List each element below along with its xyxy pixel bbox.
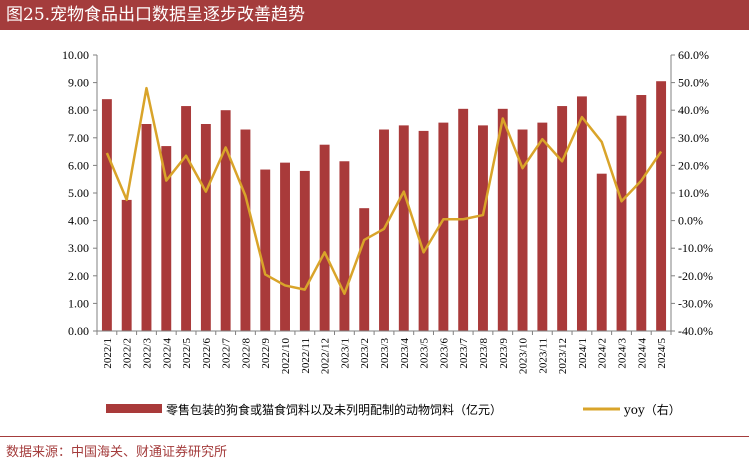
bar-2023/11 — [537, 122, 548, 332]
source-note: 数据来源：中国海关、财通证券研究所 — [6, 445, 228, 460]
x-tick-label: 2022/10 — [280, 338, 292, 375]
bar-2022/6 — [200, 124, 211, 331]
bar-2023/5 — [418, 130, 429, 331]
left-tick-label: 7.00 — [68, 131, 89, 145]
x-tick-label: 2022/12 — [320, 338, 332, 374]
x-tick-label: 2022/1 — [102, 338, 114, 369]
x-tick-label: 2024/2 — [597, 338, 609, 369]
x-tick-label: 2023/11 — [537, 338, 549, 374]
left-tick-label: 2.00 — [68, 269, 89, 283]
right-tick-label: 60.0% — [678, 48, 709, 62]
bar-2022/10 — [280, 162, 290, 331]
x-tick-label: 2023/1 — [339, 338, 351, 369]
left-tick-label: 9.00 — [68, 76, 89, 90]
right-axis-ticks: -40.0% -30.0% -20.0% -10.0% 0.0% 10.0% 20.0% 30… — [671, 48, 713, 338]
bar-2022/4 — [161, 146, 172, 331]
legend: 零售包装的狗食或猫食饲料以及未列明配制的动物饲料（亿元） yoy（右） — [106, 402, 681, 417]
bar-2023/12 — [557, 106, 568, 331]
right-tick-label: 30.0% — [678, 131, 709, 145]
left-axis-ticks: 0.00 1.00 2.00 3.00 4.00 5.00 6.00 7.00 8.00 9.00… — [62, 48, 97, 338]
x-tick-label: 2022/8 — [240, 338, 252, 369]
bar-2023/2 — [359, 208, 370, 331]
bar-2022/5 — [181, 106, 192, 331]
bar-2022/1 — [101, 99, 112, 331]
x-axis-ticks: 2022/1 2022/2 2022/3 2022/4 2022/5 2022/6 2022… — [96, 331, 672, 375]
footer-rule — [0, 436, 749, 437]
x-tick-label: 2022/2 — [122, 338, 134, 369]
bar-2022/9 — [260, 169, 271, 331]
right-tick-label: 50.0% — [678, 76, 709, 90]
bar-2022/12 — [319, 144, 330, 331]
x-tick-label: 2023/7 — [458, 338, 470, 369]
x-tick-label: 2023/10 — [518, 338, 530, 375]
bar-2022/3 — [141, 124, 152, 331]
page-title: 图25.宠物食品出口数据呈逐步改善趋势 — [6, 5, 306, 25]
combo-chart: 0.00 1.00 2.00 3.00 4.00 5.00 6.00 7.00 8.00 9.00… — [62, 48, 713, 417]
bar-2024/2 — [596, 173, 607, 331]
legend-bar-label: 零售包装的狗食或猫食饲料以及未列明配制的动物饲料（亿元） — [166, 402, 502, 417]
bar-2024/3 — [616, 115, 627, 331]
left-tick-label: 3.00 — [68, 241, 89, 255]
x-tick-label: 2023/2 — [359, 338, 371, 369]
title-bar: 图25.宠物食品出口数据呈逐步改善趋势 — [0, 0, 749, 30]
bar-2022/8 — [240, 129, 251, 331]
x-tick-label: 2022/11 — [300, 338, 312, 374]
left-tick-label: 1.00 — [68, 296, 89, 310]
left-tick-label: 0.00 — [68, 324, 89, 338]
x-tick-label: 2023/8 — [478, 338, 490, 369]
bar-2023/1 — [339, 161, 350, 331]
left-tick-label: 6.00 — [68, 158, 89, 172]
bar-2023/9 — [497, 108, 508, 331]
x-tick-label: 2022/5 — [181, 338, 193, 369]
x-tick-label: 2024/3 — [617, 338, 629, 369]
x-tick-label: 2023/6 — [438, 338, 450, 369]
right-tick-label: -40.0% — [678, 324, 713, 338]
x-tick-label: 2023/12 — [557, 338, 569, 374]
bar-2023/4 — [398, 125, 409, 331]
right-tick-label: 0.0% — [678, 214, 703, 228]
x-tick-label: 2022/6 — [201, 338, 213, 369]
left-tick-label: 10.00 — [62, 48, 89, 62]
x-tick-label: 2024/5 — [656, 338, 668, 369]
right-tick-label: -20.0% — [678, 269, 713, 283]
bar-2022/2 — [121, 199, 132, 331]
left-tick-label: 5.00 — [68, 186, 89, 200]
x-tick-label: 2024/4 — [636, 338, 648, 369]
x-tick-label: 2023/4 — [399, 338, 411, 369]
bar-2023/6 — [438, 122, 449, 332]
legend-line-label: yoy（右） — [623, 402, 681, 417]
x-tick-label: 2023/9 — [498, 338, 510, 369]
bar-2022/11 — [299, 170, 310, 331]
x-tick-label: 2022/9 — [260, 338, 272, 369]
right-tick-label: 40.0% — [678, 103, 709, 117]
right-tick-label: 20.0% — [678, 158, 709, 172]
left-tick-label: 4.00 — [68, 214, 89, 228]
yoy-line-series — [105, 86, 663, 295]
x-tick-label: 2023/3 — [379, 338, 391, 369]
bar-2023/10 — [517, 129, 528, 331]
right-tick-label: -30.0% — [678, 296, 713, 310]
x-tick-label: 2024/1 — [577, 338, 589, 369]
x-tick-label: 2023/5 — [419, 338, 431, 369]
left-tick-label: 8.00 — [68, 103, 89, 117]
legend-bar-swatch — [106, 404, 162, 413]
x-tick-label: 2022/4 — [161, 338, 173, 369]
bar-2022/7 — [220, 110, 231, 331]
right-tick-label: -10.0% — [678, 241, 713, 255]
bar-2024/4 — [636, 95, 647, 332]
x-tick-label: 2022/3 — [141, 338, 153, 369]
bar-2024/5 — [656, 81, 667, 331]
x-tick-label: 2022/7 — [221, 338, 233, 369]
bar-2023/8 — [478, 125, 488, 331]
bar-2024/1 — [576, 96, 587, 332]
right-tick-label: 10.0% — [678, 186, 709, 200]
